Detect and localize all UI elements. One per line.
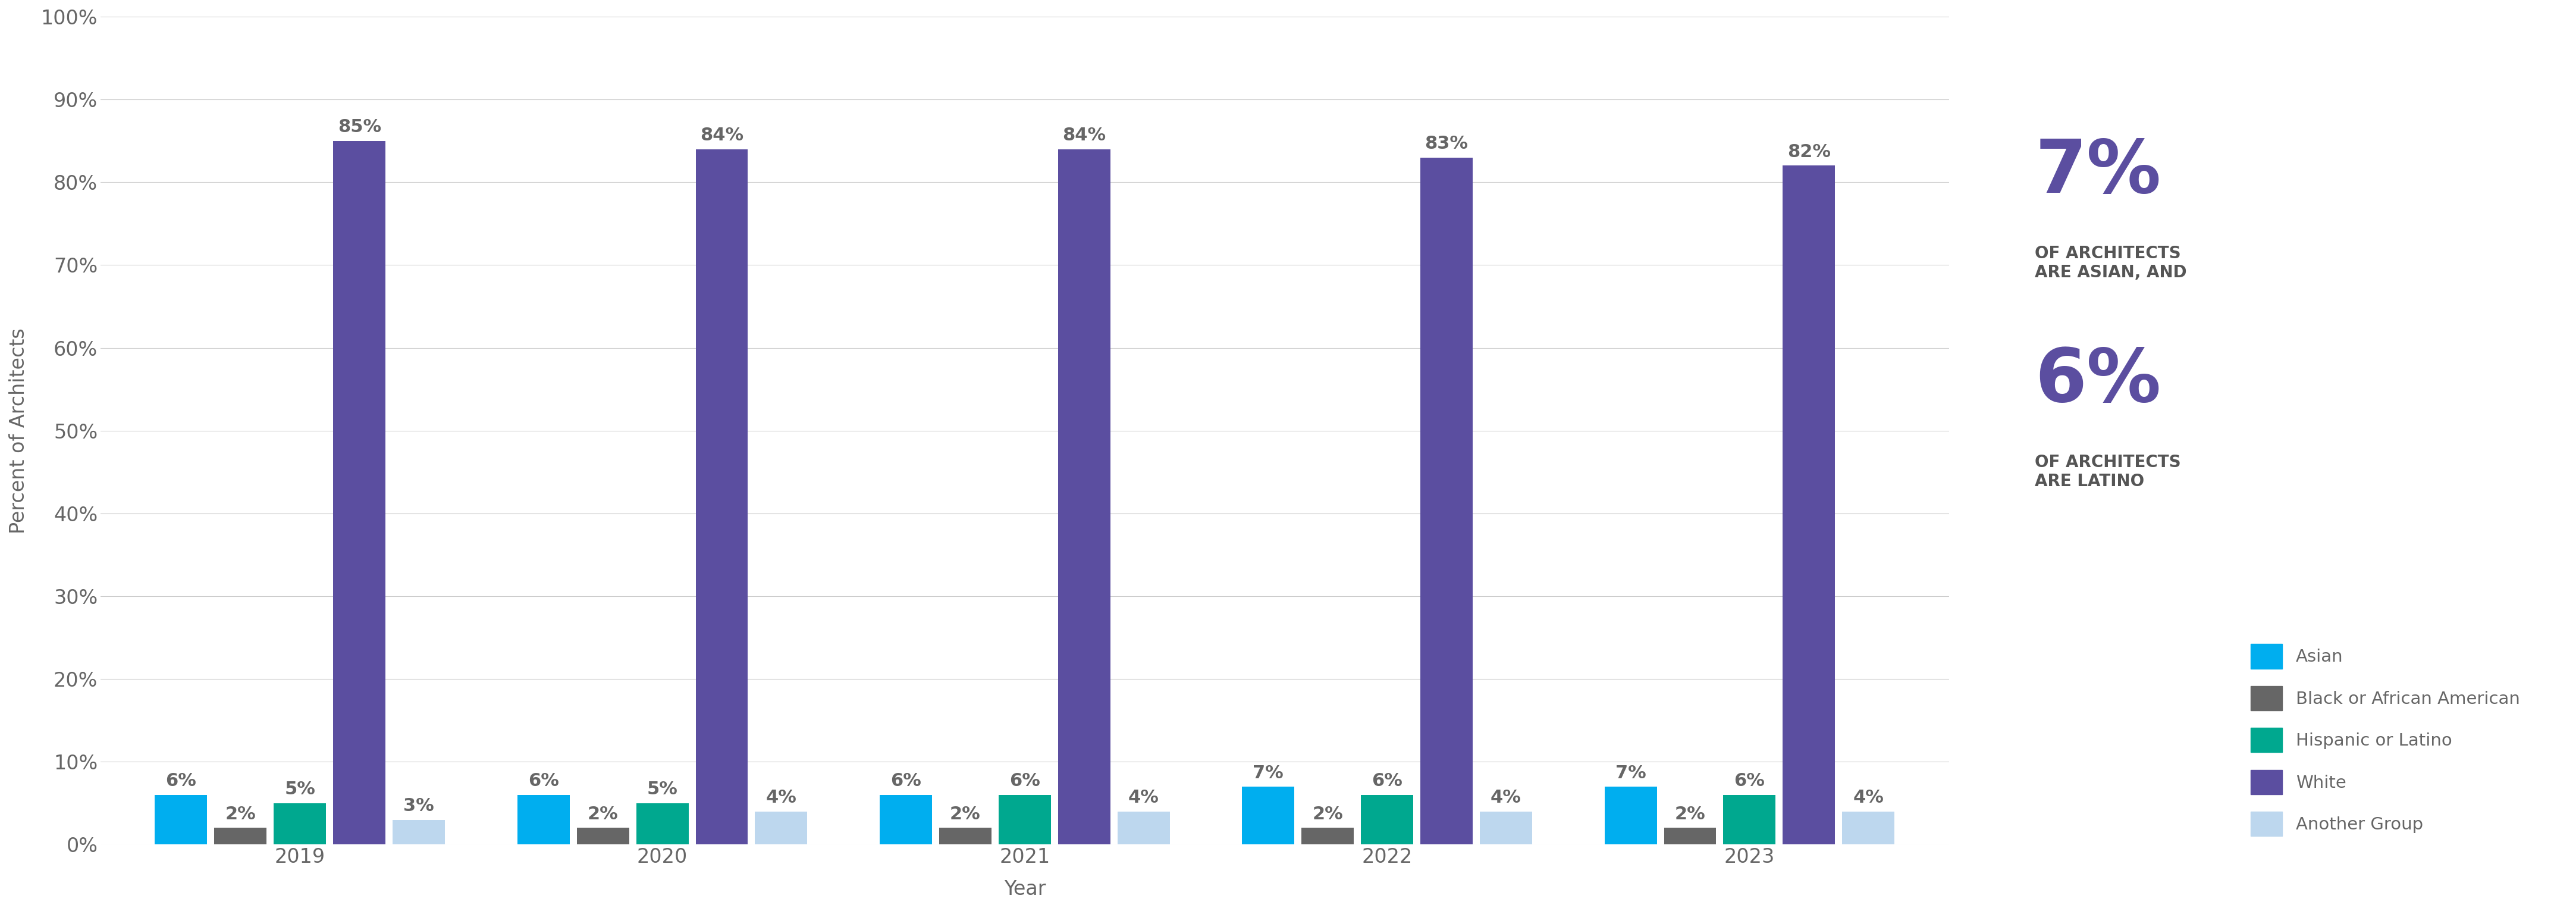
Text: 6%: 6% — [891, 773, 922, 790]
Bar — [332, 141, 386, 844]
Bar — [1301, 828, 1355, 844]
Bar — [636, 803, 688, 844]
Bar — [214, 828, 268, 844]
Text: 4%: 4% — [1128, 789, 1159, 806]
Text: OF ARCHITECTS
ARE LATINO: OF ARCHITECTS ARE LATINO — [2035, 454, 2182, 490]
Legend: Asian, Black or African American, Hispanic or Latino, White, Another Group: Asian, Black or African American, Hispan… — [2241, 636, 2530, 844]
Bar — [1605, 786, 1656, 844]
Bar — [518, 794, 569, 844]
Bar — [392, 820, 446, 844]
Text: 2%: 2% — [587, 805, 618, 823]
Text: 2%: 2% — [224, 805, 255, 823]
Bar — [696, 149, 747, 844]
Text: 5%: 5% — [647, 781, 677, 798]
Text: 7%: 7% — [1252, 765, 1283, 782]
Text: 6%: 6% — [165, 773, 196, 790]
Text: 2%: 2% — [1311, 805, 1342, 823]
Bar — [881, 794, 933, 844]
Text: 82%: 82% — [1788, 143, 1832, 161]
Text: 85%: 85% — [337, 119, 381, 136]
Text: 4%: 4% — [1852, 789, 1883, 806]
Bar — [940, 828, 992, 844]
Text: 7%: 7% — [2035, 136, 2161, 208]
Text: 6%: 6% — [1370, 773, 1401, 790]
Bar — [1664, 828, 1716, 844]
Y-axis label: Percent of Architects: Percent of Architects — [8, 328, 28, 534]
Bar — [1842, 812, 1893, 844]
Text: 3%: 3% — [404, 797, 435, 814]
Bar — [1242, 786, 1293, 844]
Bar — [273, 803, 327, 844]
Text: 83%: 83% — [1425, 135, 1468, 153]
X-axis label: Year: Year — [1005, 880, 1046, 899]
Bar — [1118, 812, 1170, 844]
Text: 5%: 5% — [283, 781, 314, 798]
Text: 6%: 6% — [1734, 773, 1765, 790]
Text: 6%: 6% — [1010, 773, 1041, 790]
Text: 4%: 4% — [765, 789, 796, 806]
Text: 7%: 7% — [1615, 765, 1646, 782]
Bar — [1419, 157, 1473, 844]
Bar — [1723, 794, 1775, 844]
Text: 4%: 4% — [1492, 789, 1522, 806]
Bar — [1479, 812, 1533, 844]
Bar — [1059, 149, 1110, 844]
Text: 84%: 84% — [701, 127, 744, 144]
Bar — [1360, 794, 1414, 844]
Text: 6%: 6% — [528, 773, 559, 790]
Text: OF ARCHITECTS
ARE ASIAN, AND: OF ARCHITECTS ARE ASIAN, AND — [2035, 245, 2187, 281]
Text: 2%: 2% — [951, 805, 981, 823]
Bar — [1783, 165, 1834, 844]
Bar — [577, 828, 629, 844]
Text: 84%: 84% — [1061, 127, 1105, 144]
Text: 6%: 6% — [2035, 345, 2161, 417]
Bar — [999, 794, 1051, 844]
Bar — [155, 794, 206, 844]
Bar — [755, 812, 806, 844]
Text: 2%: 2% — [1674, 805, 1705, 823]
